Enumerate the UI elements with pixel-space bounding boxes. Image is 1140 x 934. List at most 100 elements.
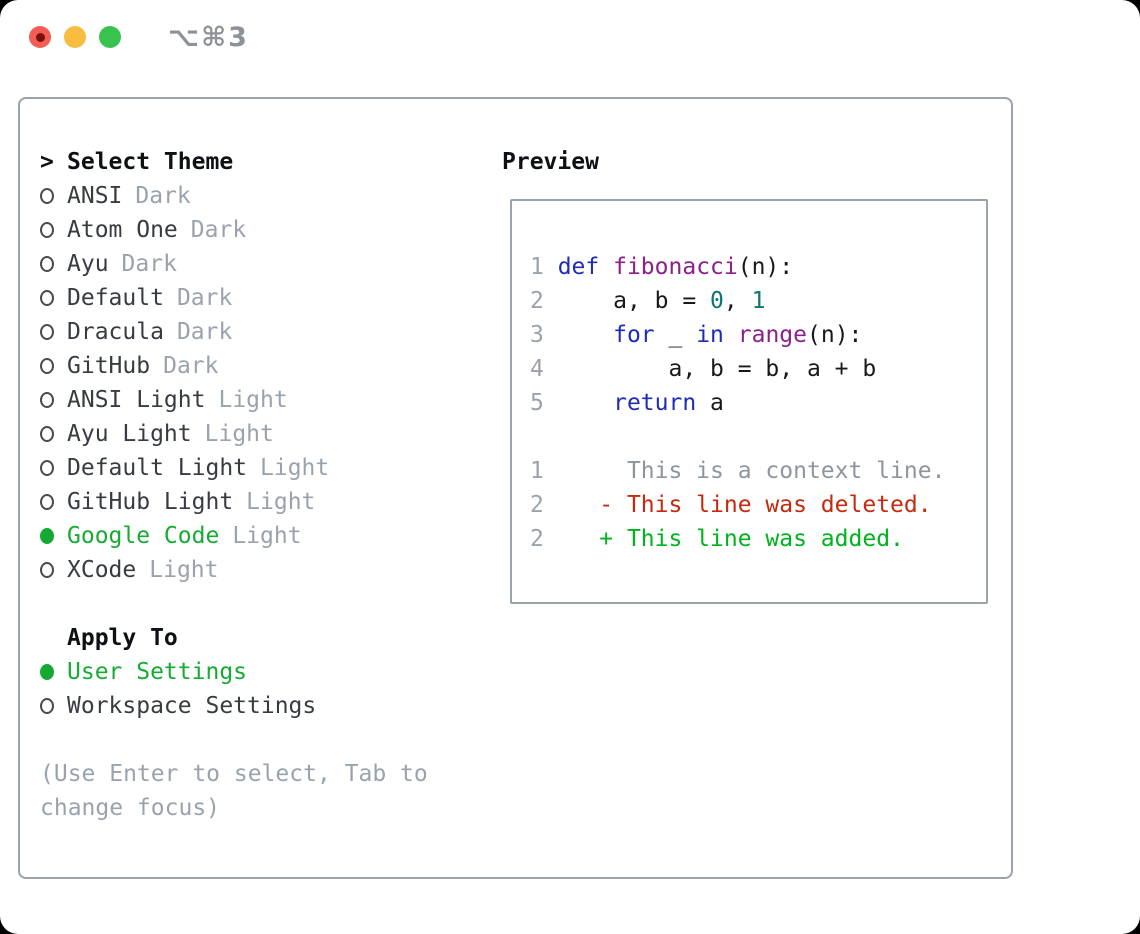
radio-column: [40, 222, 54, 238]
preview-title: Preview: [502, 149, 599, 175]
spacer: [40, 587, 480, 621]
prompt-icon: >: [40, 149, 54, 175]
radio-icon: [40, 392, 54, 408]
radio-selected-icon: [40, 664, 54, 680]
theme-option[interactable]: Ayu Light Light: [40, 417, 480, 451]
radio-icon: [40, 460, 54, 476]
theme-name: Ayu Light: [67, 421, 192, 447]
theme-option[interactable]: Default Light Light: [40, 451, 480, 485]
theme-name: Default: [67, 285, 164, 311]
theme-variant: Light: [204, 421, 274, 447]
code-line: 3 for _ in range(n):: [530, 318, 986, 352]
code-text: def fibonacci(n):: [557, 254, 794, 280]
line-number: 2: [530, 526, 544, 552]
theme-variant: Dark: [176, 285, 233, 311]
theme-variant: Light: [246, 489, 316, 515]
theme-option[interactable]: Ayu Dark: [40, 247, 480, 281]
code-text: a, b = 0, 1: [557, 288, 766, 314]
apply-to-header: Apply To: [40, 621, 480, 655]
line-number: 2: [530, 288, 544, 314]
theme-variant: Light: [149, 557, 219, 583]
close-dot-icon: [35, 32, 45, 42]
theme-selector-dialog: > Select Theme ANSI Dark Atom One Dark Ayu Da…: [18, 97, 1013, 879]
line-number: 3: [530, 322, 544, 348]
radio-icon: [40, 290, 54, 306]
theme-name: GitHub: [67, 353, 151, 379]
radio-column: [40, 460, 54, 476]
code-line: 2 a, b = 0, 1: [530, 284, 986, 318]
maximize-button[interactable]: [99, 26, 121, 48]
theme-option[interactable]: ANSI Light Light: [40, 383, 480, 417]
code-line: 4 a, b = b, a + b: [530, 352, 986, 386]
theme-option[interactable]: Dracula Dark: [40, 315, 480, 349]
apply-to-option[interactable]: Workspace Settings: [40, 689, 480, 723]
close-button[interactable]: [29, 26, 51, 48]
titlebar: ⌥⌘3: [0, 0, 1140, 75]
theme-list: ANSI Dark Atom One Dark Ayu Dark Default Dark Dr…: [40, 179, 480, 587]
line-number: 1: [530, 254, 544, 280]
theme-variant: Dark: [176, 319, 233, 345]
theme-option[interactable]: Google Code Light: [40, 519, 480, 553]
apply-to-label: User Settings: [67, 659, 248, 685]
radio-column: [40, 494, 54, 510]
radio-icon: [40, 698, 54, 714]
theme-option[interactable]: Atom One Dark: [40, 213, 480, 247]
select-theme-title: Select Theme: [67, 149, 234, 175]
code-line: 5 return a: [530, 386, 986, 420]
theme-option[interactable]: Default Dark: [40, 281, 480, 315]
radio-icon: [40, 222, 54, 238]
radio-column: [40, 256, 54, 272]
theme-variant: Dark: [121, 251, 177, 277]
theme-option[interactable]: ANSI Dark: [40, 179, 480, 213]
theme-option[interactable]: GitHub Light Light: [40, 485, 480, 519]
apply-to-option[interactable]: User Settings: [40, 655, 480, 689]
theme-name: Google Code: [67, 523, 220, 549]
radio-icon: [40, 256, 54, 272]
theme-name: ANSI: [67, 183, 123, 209]
radio-column: [40, 698, 54, 714]
radio-column: [40, 562, 54, 578]
diff-text: + This line was added.: [557, 526, 904, 552]
radio-selected-icon: [40, 528, 54, 544]
diff-line-added: 2 + This line was added.: [530, 522, 986, 556]
theme-name: Dracula: [67, 319, 164, 345]
theme-variant: Dark: [135, 183, 191, 209]
radio-icon: [40, 562, 54, 578]
blank-line: [530, 420, 986, 454]
apply-to-label: Workspace Settings: [67, 693, 317, 719]
theme-name: Default Light: [67, 455, 248, 481]
apply-to-title: Apply To: [67, 625, 178, 651]
radio-column: [40, 324, 54, 340]
diff-line-context: 1 This is a context line.: [530, 454, 986, 488]
radio-icon: [40, 358, 54, 374]
radio-column: [40, 290, 54, 306]
minimize-button[interactable]: [64, 26, 86, 48]
radio-icon: [40, 188, 54, 204]
theme-name: ANSI Light: [67, 387, 206, 413]
theme-option[interactable]: GitHub Dark: [40, 349, 480, 383]
code-line: 1 def fibonacci(n):: [530, 250, 986, 284]
theme-variant: Dark: [190, 217, 247, 243]
radio-column: [40, 358, 54, 374]
diff-text: This is a context line.: [557, 458, 946, 484]
radio-column: [40, 188, 54, 204]
theme-variant: Light: [232, 523, 302, 549]
theme-name: GitHub Light: [67, 489, 234, 515]
theme-name: XCode: [67, 557, 137, 583]
radio-column: [40, 392, 54, 408]
theme-variant: Light: [218, 387, 288, 413]
code-text: return a: [613, 390, 724, 416]
diff-line-deleted: 2 - This line was deleted.: [530, 488, 986, 522]
theme-option[interactable]: XCode Light: [40, 553, 480, 587]
radio-icon: [40, 324, 54, 340]
radio-column: [40, 528, 54, 544]
theme-panel: > Select Theme ANSI Dark Atom One Dark Ayu Da…: [40, 145, 480, 825]
keyboard-hint: (Use Enter to select, Tab to change focu…: [40, 761, 428, 821]
theme-variant: Dark: [163, 353, 219, 379]
code-text: for _ in range(n):: [613, 322, 863, 348]
theme-name: Atom One: [67, 217, 178, 243]
